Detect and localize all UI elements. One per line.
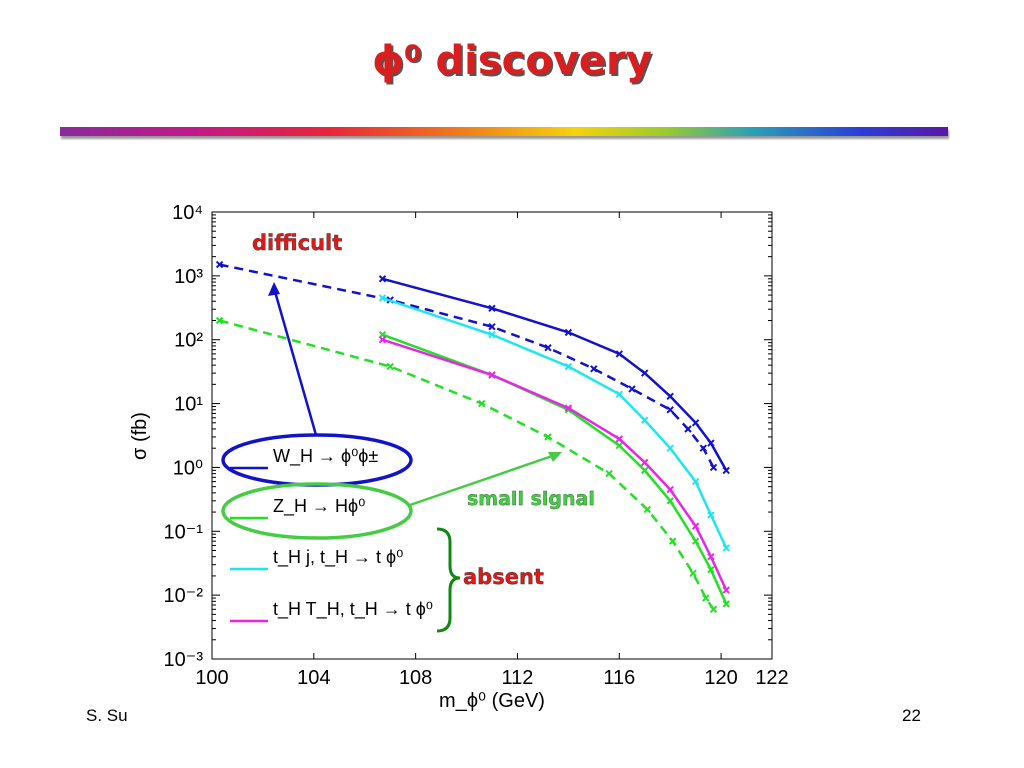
data-point <box>640 458 649 467</box>
data-point <box>615 441 624 450</box>
legend-layer: W_H → ϕ⁰ϕ± Z_H → Hϕ⁰ t_H j, t_H → t ϕ⁰ t_H … <box>221 433 433 623</box>
annotation-arrow-small-signal <box>409 452 559 507</box>
curve-tj-solid <box>382 296 728 549</box>
slide-title: ϕ⁰ discovery <box>372 38 652 84</box>
y-tick-label: 10⁻² <box>164 585 204 607</box>
data-point <box>666 485 674 494</box>
plot-frame <box>211 211 773 660</box>
data-point <box>722 586 730 594</box>
data-point <box>378 335 387 344</box>
data-point <box>666 392 674 401</box>
curve-Z-solid <box>382 333 728 605</box>
data-point <box>488 304 496 313</box>
data-point <box>378 294 387 302</box>
x-tick-label: 116 <box>603 667 635 689</box>
y-tick-label: 10⁴ <box>172 202 203 224</box>
data-point <box>544 343 552 352</box>
legend-label-TT: t_H T_H, t_H → t ϕ⁰ <box>273 599 433 620</box>
data-point <box>722 544 730 552</box>
data-point <box>691 537 700 545</box>
data-point <box>643 505 652 514</box>
data-point <box>666 444 674 452</box>
curve-Z-dashed <box>219 319 715 611</box>
x-tick-label: 108 <box>399 667 432 689</box>
data-point <box>386 362 394 371</box>
x-tick-label: 104 <box>297 667 330 689</box>
data-point <box>666 497 674 505</box>
annotation-absent: absent <box>463 565 544 589</box>
data-point <box>707 439 715 447</box>
data-point <box>590 365 598 373</box>
data-point <box>684 425 692 433</box>
annotation-difficult: difficult <box>252 231 342 255</box>
y-tick-label: 10² <box>174 330 203 352</box>
y-axis-title: σ (fb) <box>129 412 151 460</box>
x-tick-label: 100 <box>195 667 228 689</box>
data-point <box>615 435 624 443</box>
data-point <box>215 316 224 325</box>
annotation-layer: difficult small signal absent <box>252 231 595 633</box>
data-point <box>640 466 649 475</box>
data-point <box>478 399 486 408</box>
data-point <box>488 371 496 379</box>
data-point <box>691 477 700 486</box>
data-point <box>668 537 677 545</box>
legend-label-tj: t_H j, t_H → t ϕ⁰ <box>273 547 403 568</box>
y-tick-label: 10⁻³ <box>164 649 204 671</box>
y-tick-label: 10⁻¹ <box>164 521 204 543</box>
data-point <box>707 552 715 561</box>
data-point <box>666 406 674 414</box>
curve-W-dashed <box>219 263 715 468</box>
data-point <box>702 594 710 602</box>
data-point <box>707 565 715 574</box>
z-legend-ellipse <box>221 482 413 540</box>
data-point <box>722 600 730 608</box>
legend-label-W: W_H → ϕ⁰ϕ± <box>273 446 378 467</box>
data-point <box>689 569 697 578</box>
y-tick-label: 10³ <box>174 266 203 288</box>
data-point <box>709 463 718 472</box>
x-tick-label: 120 <box>704 667 737 689</box>
data-point <box>564 404 573 412</box>
x-axis-title: m_ϕ⁰ (GeV) <box>439 690 545 712</box>
absent-brace <box>436 527 461 633</box>
ticks-layer <box>211 211 773 660</box>
legend-label-Z: Z_H → Hϕ⁰ <box>273 496 365 517</box>
curves-layer <box>215 260 730 614</box>
curve-TT-solid <box>382 338 728 591</box>
data-point <box>215 260 224 269</box>
axis-labels: 100 104 108 112 116 120 122 10⁻³ 10⁻² 10⁻¹ 10⁰ 10¹ 1… <box>129 202 789 712</box>
curve-W-solid <box>382 277 728 472</box>
data-point <box>640 369 649 377</box>
data-point <box>628 385 636 393</box>
data-point <box>691 522 700 530</box>
data-point <box>640 416 649 424</box>
data-point <box>615 350 624 358</box>
data-point <box>488 330 496 339</box>
data-point <box>605 469 613 478</box>
arrowhead-small-signal <box>548 452 562 462</box>
arrowhead-difficult <box>268 282 280 296</box>
title-rule <box>60 127 948 136</box>
x-tick-label: 122 <box>755 667 788 689</box>
data-point <box>707 511 715 519</box>
footer-author: S. Su <box>86 706 128 725</box>
footer-page-number: 22 <box>902 706 921 725</box>
data-point <box>378 275 387 283</box>
data-point <box>488 322 496 331</box>
y-tick-label: 10⁰ <box>173 457 203 479</box>
data-point <box>699 444 708 452</box>
x-tick-label: 112 <box>502 667 534 689</box>
data-point <box>691 419 700 427</box>
data-point <box>544 433 552 441</box>
data-point <box>722 466 730 475</box>
data-point <box>709 605 718 614</box>
y-tick-label: 10¹ <box>174 394 203 416</box>
data-point <box>564 362 573 371</box>
annotation-arrow-difficult <box>272 287 318 436</box>
data-point <box>615 390 624 398</box>
annotation-small-signal: small signal <box>467 488 595 510</box>
data-point <box>564 328 573 337</box>
